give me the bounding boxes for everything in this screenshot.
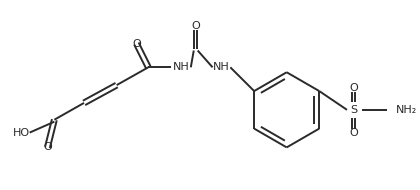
Text: O: O bbox=[43, 142, 52, 152]
Text: HO: HO bbox=[13, 127, 30, 138]
Text: NH₂: NH₂ bbox=[395, 105, 417, 115]
Text: O: O bbox=[349, 127, 358, 138]
Text: NH: NH bbox=[213, 62, 230, 72]
Text: O: O bbox=[349, 83, 358, 93]
Text: O: O bbox=[132, 39, 141, 49]
Text: S: S bbox=[350, 105, 357, 115]
Text: O: O bbox=[192, 21, 200, 31]
Text: NH: NH bbox=[173, 62, 189, 72]
